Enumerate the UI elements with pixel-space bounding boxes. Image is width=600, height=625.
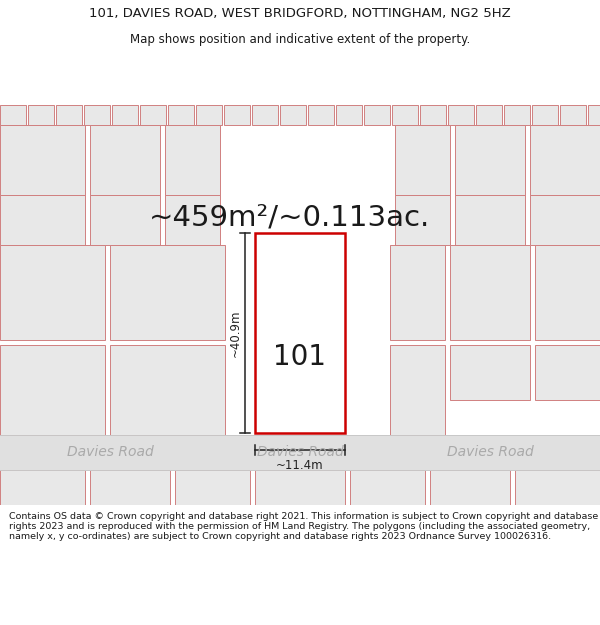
Text: Davies Road: Davies Road: [67, 446, 154, 459]
Bar: [515, 470, 600, 545]
Bar: [392, 105, 418, 125]
Bar: [535, 345, 600, 400]
Bar: [0, 245, 105, 340]
Bar: [0, 435, 600, 470]
Bar: [395, 195, 450, 245]
Text: 101, DAVIES ROAD, WEST BRIDGFORD, NOTTINGHAM, NG2 5HZ: 101, DAVIES ROAD, WEST BRIDGFORD, NOTTIN…: [89, 8, 511, 21]
Bar: [140, 105, 166, 125]
Text: Davies Road: Davies Road: [446, 446, 533, 459]
Text: ~11.4m: ~11.4m: [276, 459, 324, 472]
Text: Contains OS data © Crown copyright and database right 2021. This information is : Contains OS data © Crown copyright and d…: [9, 512, 598, 541]
Bar: [90, 470, 170, 545]
Bar: [28, 105, 54, 125]
Bar: [532, 105, 558, 125]
Bar: [430, 470, 510, 545]
Bar: [280, 105, 306, 125]
Bar: [0, 195, 85, 245]
Bar: [0, 470, 85, 545]
Bar: [504, 105, 530, 125]
Bar: [390, 245, 445, 340]
Bar: [420, 105, 446, 125]
Bar: [90, 195, 160, 245]
Bar: [450, 245, 530, 340]
Bar: [255, 470, 345, 545]
Text: Davies Road: Davies Road: [257, 446, 343, 459]
Bar: [364, 105, 390, 125]
Text: ~459m²/~0.113ac.: ~459m²/~0.113ac.: [149, 204, 431, 232]
Bar: [110, 245, 225, 340]
Bar: [0, 105, 26, 125]
Bar: [560, 105, 586, 125]
Bar: [588, 105, 600, 125]
Text: Map shows position and indicative extent of the property.: Map shows position and indicative extent…: [130, 32, 470, 46]
Bar: [255, 233, 345, 433]
Text: ~40.9m: ~40.9m: [229, 309, 241, 357]
Bar: [450, 345, 530, 400]
Bar: [165, 125, 220, 195]
Bar: [395, 125, 450, 195]
Bar: [110, 345, 225, 435]
Bar: [448, 105, 474, 125]
Bar: [308, 105, 334, 125]
Bar: [196, 105, 222, 125]
Bar: [175, 470, 250, 545]
Bar: [84, 105, 110, 125]
Bar: [56, 105, 82, 125]
Bar: [390, 345, 445, 435]
Bar: [530, 125, 600, 195]
Bar: [0, 125, 85, 195]
Bar: [165, 195, 220, 245]
Bar: [535, 245, 600, 340]
Bar: [336, 105, 362, 125]
Bar: [0, 345, 105, 435]
Bar: [455, 125, 525, 195]
Bar: [530, 195, 600, 245]
Bar: [168, 105, 194, 125]
Bar: [350, 470, 425, 545]
Bar: [455, 195, 525, 245]
Bar: [90, 125, 160, 195]
Bar: [224, 105, 250, 125]
Bar: [476, 105, 502, 125]
Bar: [112, 105, 138, 125]
Text: 101: 101: [274, 343, 326, 371]
Bar: [252, 105, 278, 125]
